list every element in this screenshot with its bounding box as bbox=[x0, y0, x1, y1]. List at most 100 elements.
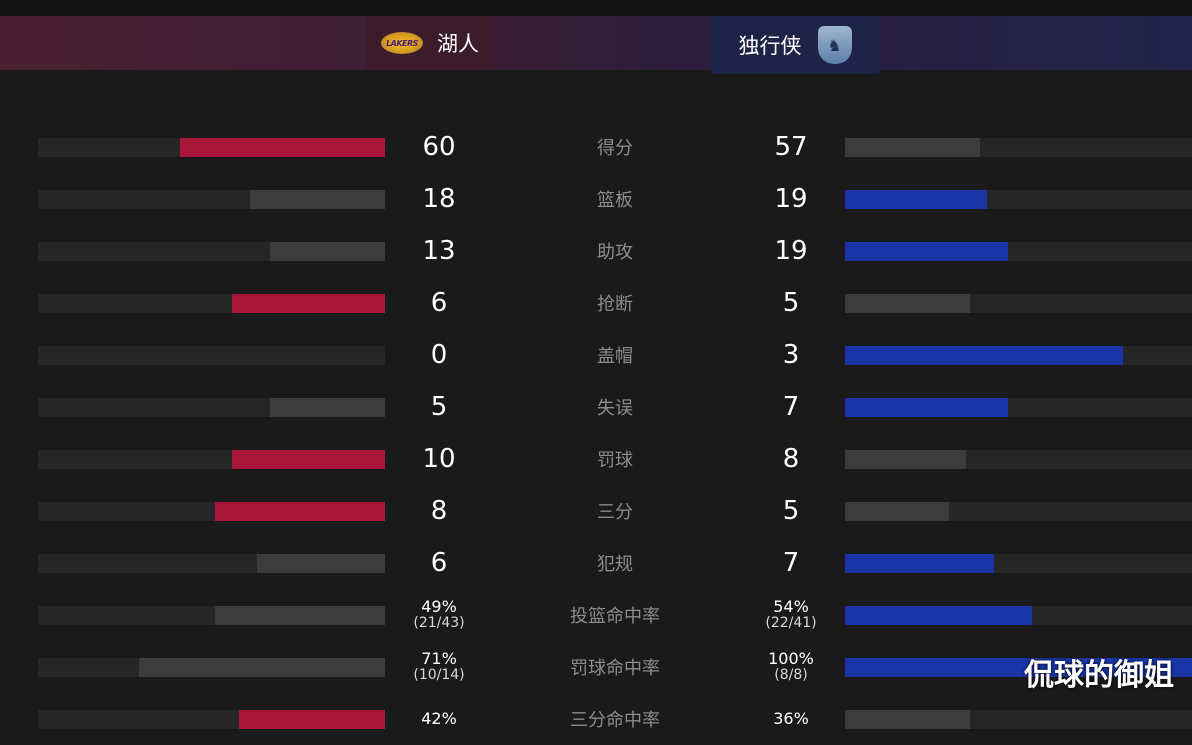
away-bar-track bbox=[845, 658, 1192, 677]
away-value: 19 bbox=[741, 225, 841, 277]
lakers-logo-icon: LAKERS bbox=[381, 32, 423, 54]
home-value: 42% bbox=[389, 693, 489, 745]
away-value-text: 7 bbox=[782, 392, 800, 422]
away-value-text: 100% bbox=[768, 648, 814, 668]
away-value: 7 bbox=[741, 381, 841, 433]
home-value-text: 49% bbox=[421, 596, 457, 616]
away-bar-track bbox=[845, 294, 1192, 313]
away-value-text: 8 bbox=[782, 444, 800, 474]
home-value: 5 bbox=[389, 381, 489, 433]
away-bar-fill bbox=[845, 554, 994, 573]
stat-row: 10 罚球 8 bbox=[0, 433, 1192, 485]
home-bar-track bbox=[38, 138, 385, 157]
stat-row: 5 失误 7 bbox=[0, 381, 1192, 433]
stat-row: 18 篮板 19 bbox=[0, 173, 1192, 225]
away-bar-track bbox=[845, 138, 1192, 157]
stat-label: 罚球 bbox=[597, 450, 633, 471]
away-bar-track bbox=[845, 606, 1192, 625]
away-bar-fill bbox=[845, 294, 970, 313]
home-value-text: 18 bbox=[422, 184, 456, 214]
home-bar-fill bbox=[270, 242, 385, 261]
home-bar-fill bbox=[239, 710, 385, 729]
stat-label: 失误 bbox=[597, 398, 633, 419]
home-value-detail: (21/43) bbox=[413, 615, 465, 632]
home-bar-track bbox=[38, 554, 385, 573]
away-value: 5 bbox=[741, 485, 841, 537]
top-strip bbox=[0, 0, 1192, 16]
home-value-text: 0 bbox=[430, 340, 448, 370]
home-value: 10 bbox=[389, 433, 489, 485]
away-value-text: 5 bbox=[782, 288, 800, 318]
away-value: 5 bbox=[741, 277, 841, 329]
away-team[interactable]: 独行侠 ♞ bbox=[711, 16, 879, 74]
home-team-name: 湖人 bbox=[437, 32, 479, 56]
stat-row: 42% 三分命中率 36% bbox=[0, 693, 1192, 745]
away-value-text: 57 bbox=[774, 132, 808, 162]
away-value: 3 bbox=[741, 329, 841, 381]
stat-label: 抢断 bbox=[597, 294, 633, 315]
away-value-text: 36% bbox=[773, 709, 809, 729]
home-value: 13 bbox=[389, 225, 489, 277]
away-value-text: 19 bbox=[774, 236, 808, 266]
away-value: 57 bbox=[741, 121, 841, 173]
home-value-detail: (10/14) bbox=[413, 667, 465, 684]
home-bar-track bbox=[38, 190, 385, 209]
away-bar-fill bbox=[845, 710, 970, 729]
stat-row: 13 助攻 19 bbox=[0, 225, 1192, 277]
away-bar-track bbox=[845, 502, 1192, 521]
home-bar-fill bbox=[257, 554, 385, 573]
home-bar-track bbox=[38, 606, 385, 625]
home-value: 6 bbox=[389, 537, 489, 589]
home-value-text: 6 bbox=[430, 548, 448, 578]
home-value: 0 bbox=[389, 329, 489, 381]
home-value: 18 bbox=[389, 173, 489, 225]
away-value: 8 bbox=[741, 433, 841, 485]
stat-row: 71% (10/14) 罚球命中率 100% (8/8) bbox=[0, 641, 1192, 693]
home-value-text: 60 bbox=[422, 132, 456, 162]
away-bar-fill bbox=[845, 138, 980, 157]
stat-row: 49% (21/43) 投篮命中率 54% (22/41) bbox=[0, 589, 1192, 641]
away-value-text: 7 bbox=[782, 548, 800, 578]
stat-label: 篮板 bbox=[597, 190, 633, 211]
home-bar-fill bbox=[180, 138, 385, 157]
away-value-text: 5 bbox=[782, 496, 800, 526]
away-value-text: 3 bbox=[782, 340, 800, 370]
away-bar-fill bbox=[845, 190, 987, 209]
away-value: 54% (22/41) bbox=[741, 589, 841, 641]
away-bar-fill bbox=[845, 606, 1032, 625]
home-value: 49% (21/43) bbox=[389, 589, 489, 641]
away-bar-track bbox=[845, 398, 1192, 417]
home-team[interactable]: LAKERS 湖人 bbox=[366, 16, 494, 70]
home-bar-track bbox=[38, 502, 385, 521]
stat-row: 6 抢断 5 bbox=[0, 277, 1192, 329]
stat-label: 罚球命中率 bbox=[570, 658, 660, 679]
home-value-text: 6 bbox=[430, 288, 448, 318]
stat-label: 三分 bbox=[597, 502, 633, 523]
away-team-name: 独行侠 bbox=[738, 34, 802, 58]
away-value-text: 19 bbox=[774, 184, 808, 214]
away-value: 19 bbox=[741, 173, 841, 225]
home-bar-fill bbox=[215, 502, 385, 521]
home-bar-fill bbox=[215, 606, 385, 625]
home-value: 71% (10/14) bbox=[389, 641, 489, 693]
stat-label: 盖帽 bbox=[597, 346, 633, 367]
away-bar-track bbox=[845, 346, 1192, 365]
away-value-detail: (8/8) bbox=[774, 667, 808, 684]
stat-label: 得分 bbox=[597, 138, 633, 159]
home-value-text: 5 bbox=[430, 392, 448, 422]
watermark: 侃球的御姐 bbox=[1024, 658, 1174, 693]
away-bar-fill bbox=[845, 502, 949, 521]
home-value: 8 bbox=[389, 485, 489, 537]
away-value: 100% (8/8) bbox=[741, 641, 841, 693]
home-value-text: 10 bbox=[422, 444, 456, 474]
home-value-text: 8 bbox=[430, 496, 448, 526]
home-bar-track bbox=[38, 346, 385, 365]
home-bar-fill bbox=[139, 658, 385, 677]
away-value-detail: (22/41) bbox=[765, 615, 817, 632]
stat-label: 三分命中率 bbox=[570, 710, 660, 731]
home-value-text: 71% bbox=[421, 648, 457, 668]
home-bar-track bbox=[38, 710, 385, 729]
away-bar-track bbox=[845, 710, 1192, 729]
home-value-text: 42% bbox=[421, 709, 457, 729]
home-value: 60 bbox=[389, 121, 489, 173]
